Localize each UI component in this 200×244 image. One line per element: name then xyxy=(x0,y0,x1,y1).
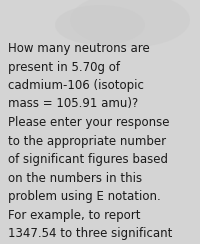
Ellipse shape xyxy=(70,0,190,48)
Text: How many neutrons are
present in 5.70g of
cadmium-106 (isotopic
mass = 105.91 am: How many neutrons are present in 5.70g o… xyxy=(8,42,172,244)
Ellipse shape xyxy=(55,5,145,45)
